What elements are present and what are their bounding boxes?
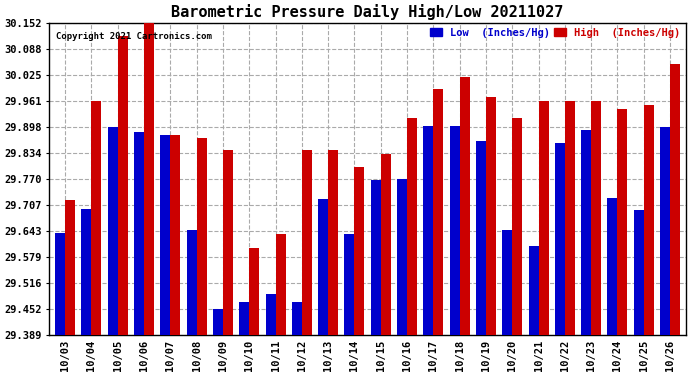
Bar (355, 166, 364, 335)
Bar (660, 127, 670, 335)
Bar (565, 101, 575, 335)
Bar (476, 141, 486, 335)
Bar (502, 230, 512, 335)
Bar (633, 210, 644, 335)
Bar (397, 179, 407, 335)
Bar (266, 294, 275, 335)
Bar (591, 101, 601, 335)
Bar (249, 249, 259, 335)
Bar (170, 135, 180, 335)
Bar (65, 200, 75, 335)
Bar (512, 118, 522, 335)
Bar (486, 97, 496, 335)
Bar (670, 64, 680, 335)
Bar (538, 101, 549, 335)
Bar (108, 127, 118, 335)
Bar (81, 209, 91, 335)
Legend: Low  (Inches/Hg), High  (Inches/Hg): Low (Inches/Hg), High (Inches/Hg) (430, 28, 680, 38)
Bar (118, 36, 128, 335)
Bar (160, 135, 170, 335)
Bar (91, 101, 101, 335)
Bar (186, 231, 197, 335)
Bar (213, 309, 223, 335)
Bar (424, 126, 433, 335)
Bar (292, 302, 302, 335)
Bar (407, 118, 417, 335)
Bar (197, 138, 206, 335)
Bar (381, 154, 391, 335)
Bar (433, 89, 443, 335)
Bar (55, 233, 65, 335)
Bar (302, 150, 312, 335)
Bar (223, 150, 233, 335)
Bar (328, 150, 338, 335)
Bar (275, 234, 286, 335)
Text: Copyright 2021 Cartronics.com: Copyright 2021 Cartronics.com (56, 32, 212, 41)
Bar (529, 246, 538, 335)
Bar (318, 200, 328, 335)
Bar (134, 132, 144, 335)
Bar (450, 126, 460, 335)
Bar (581, 130, 591, 335)
Bar (144, 23, 154, 335)
Bar (344, 234, 355, 335)
Bar (371, 180, 381, 335)
Bar (239, 302, 249, 335)
Title: Barometric Pressure Daily High/Low 20211027: Barometric Pressure Daily High/Low 20211… (171, 4, 564, 20)
Bar (644, 105, 653, 335)
Bar (460, 77, 470, 335)
Bar (607, 198, 618, 335)
Bar (555, 143, 565, 335)
Bar (618, 110, 627, 335)
